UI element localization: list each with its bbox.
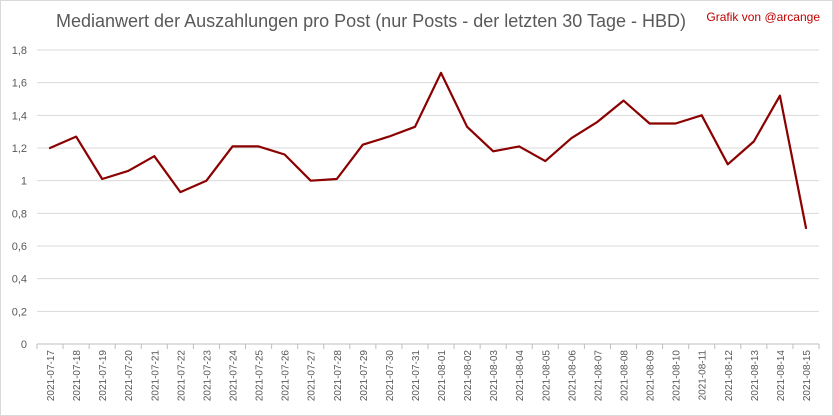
x-tick-label: 2021-07-24 — [229, 350, 240, 402]
y-tick-label: 0 — [21, 339, 27, 351]
x-tick-label: 2021-07-27 — [307, 350, 318, 402]
data-point — [100, 177, 104, 181]
x-tick-label: 2021-08-03 — [489, 350, 500, 402]
x-tick-label: 2021-07-31 — [411, 350, 422, 402]
x-tick-label: 2021-08-09 — [646, 350, 657, 402]
x-tick-label: 2021-08-04 — [515, 350, 526, 402]
data-point — [439, 71, 443, 75]
data-point — [361, 143, 365, 147]
data-point — [178, 190, 182, 194]
x-tick-label: 2021-08-06 — [567, 350, 578, 402]
x-tick-label: 2021-08-15 — [802, 350, 813, 402]
y-tick-label: 1 — [21, 176, 27, 188]
series — [48, 71, 808, 230]
data-point — [595, 120, 599, 124]
data-point — [752, 139, 756, 143]
gridlines — [37, 49, 819, 345]
x-axis: 2021-07-17 2021-07-18 2021-07-19 2021-07-20… — [36, 344, 820, 402]
data-point — [309, 179, 313, 183]
data-point — [778, 94, 782, 98]
data-point — [48, 146, 52, 150]
data-point — [726, 162, 730, 166]
y-tick-label: 0,6 — [12, 241, 27, 253]
data-point — [387, 135, 391, 139]
x-tick-label: 2021-07-29 — [359, 350, 370, 402]
y-tick-label: 1,6 — [12, 78, 27, 90]
x-tick-label: 2021-07-17 — [46, 350, 57, 402]
data-point — [126, 169, 130, 173]
x-tick-label: 2021-07-22 — [176, 350, 187, 402]
x-tick-label: 2021-07-26 — [281, 350, 292, 402]
x-tick-label: 2021-08-12 — [724, 350, 735, 402]
x-tick-label: 2021-07-21 — [150, 350, 161, 402]
x-tick-label: 2021-08-01 — [437, 350, 448, 402]
data-point — [804, 226, 808, 230]
y-tick-label: 1,4 — [12, 110, 27, 122]
chart-credit: Grafik von @arcange — [706, 10, 820, 24]
x-tick-label: 2021-08-05 — [541, 350, 552, 402]
data-point — [204, 179, 208, 183]
data-point — [622, 99, 626, 103]
x-tick-label: 2021-08-02 — [463, 350, 474, 402]
data-point — [700, 113, 704, 117]
data-point — [491, 149, 495, 153]
x-tick-label: 2021-07-23 — [202, 350, 213, 402]
data-point — [283, 153, 287, 157]
data-point — [74, 135, 78, 139]
y-tick-label: 1,8 — [12, 45, 27, 57]
y-tick-label: 0,4 — [12, 274, 27, 286]
x-tick-label: 2021-08-13 — [750, 350, 761, 402]
data-point — [231, 144, 235, 148]
x-tick-label: 2021-08-14 — [776, 350, 787, 402]
data-point — [335, 177, 339, 181]
x-tick-label: 2021-08-08 — [620, 350, 631, 402]
x-tick-label: 2021-07-30 — [385, 350, 396, 402]
x-tick-label: 2021-07-18 — [72, 350, 83, 402]
data-point — [648, 122, 652, 126]
x-tick-label: 2021-07-20 — [124, 350, 135, 402]
data-point — [569, 136, 573, 140]
y-tick-label: 1,2 — [12, 143, 27, 155]
data-point — [257, 144, 261, 148]
x-tick-label: 2021-07-19 — [98, 350, 109, 402]
y-axis: 0 0,2 0,4 0,6 0,8 1 1,2 1,4 1,6 1,8 — [12, 45, 27, 351]
data-point — [152, 154, 156, 158]
y-tick-label: 0,8 — [12, 208, 27, 220]
x-tick-label: 2021-08-07 — [593, 350, 604, 402]
data-point — [465, 125, 469, 129]
x-tick-label: 2021-08-11 — [698, 350, 709, 401]
data-point — [543, 159, 547, 163]
chart-title: Medianwert der Auszahlungen pro Post (nu… — [56, 11, 686, 31]
y-tick-label: 0,2 — [12, 306, 27, 318]
x-tick-label: 2021-07-28 — [333, 350, 344, 402]
data-point — [674, 122, 678, 126]
data-point — [413, 125, 417, 129]
data-point — [517, 144, 521, 148]
x-tick-label: 2021-08-10 — [672, 350, 683, 402]
series-line — [48, 71, 808, 230]
x-tick-label: 2021-07-25 — [255, 350, 266, 402]
